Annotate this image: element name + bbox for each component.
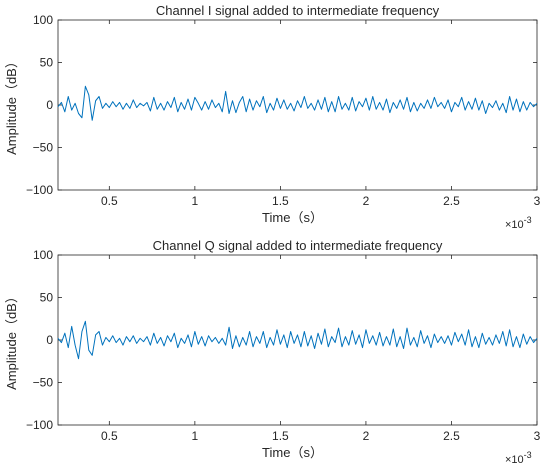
x-tick-label: 1 xyxy=(192,194,199,208)
y-tick-label: −100 xyxy=(26,183,53,197)
x-axis-multiplier: ×10-3 xyxy=(505,450,532,466)
plot-area-frame xyxy=(57,254,538,426)
x-tick-label: 3 xyxy=(534,429,541,443)
x-tick-label: 2 xyxy=(363,194,370,208)
y-axis-label: Amplitude（dB） xyxy=(4,290,19,390)
chart-panel-i: Channel I signal added to intermediate f… xyxy=(4,3,541,231)
y-tick-label: 50 xyxy=(40,291,54,305)
x-axis-label: Time（s） xyxy=(262,210,323,225)
x-tick-label: 2.5 xyxy=(443,429,460,443)
x-axis-label: Time（s） xyxy=(262,445,323,460)
x-tick-label: 2 xyxy=(363,429,370,443)
x-tick-label: 1 xyxy=(192,429,199,443)
y-tick-label: 50 xyxy=(40,56,54,70)
y-tick-label: 0 xyxy=(46,333,53,347)
series-line-0 xyxy=(57,320,538,360)
x-tick-label: 3 xyxy=(534,194,541,208)
x-tick-label: 1.5 xyxy=(272,194,289,208)
y-tick-label: −100 xyxy=(26,418,53,432)
series-line-0 xyxy=(57,85,538,121)
chart-title: Channel Q signal added to intermediate f… xyxy=(153,238,443,253)
chart-panel-q: Channel Q signal added to intermediate f… xyxy=(4,238,541,466)
plot-area-frame xyxy=(57,19,538,191)
x-tick-label: 0.5 xyxy=(101,429,118,443)
y-tick-label: −50 xyxy=(33,141,54,155)
chart-title: Channel I signal added to intermediate f… xyxy=(156,3,440,18)
x-tick-label: 0.5 xyxy=(101,194,118,208)
y-tick-label: 100 xyxy=(33,13,53,27)
x-tick-label: 1.5 xyxy=(272,429,289,443)
x-axis-multiplier: ×10-3 xyxy=(505,215,532,231)
x-tick-label: 2.5 xyxy=(443,194,460,208)
y-tick-label: 100 xyxy=(33,248,53,262)
y-tick-label: −50 xyxy=(33,376,54,390)
y-axis-label: Amplitude（dB） xyxy=(4,55,19,155)
y-tick-label: 0 xyxy=(46,98,53,112)
